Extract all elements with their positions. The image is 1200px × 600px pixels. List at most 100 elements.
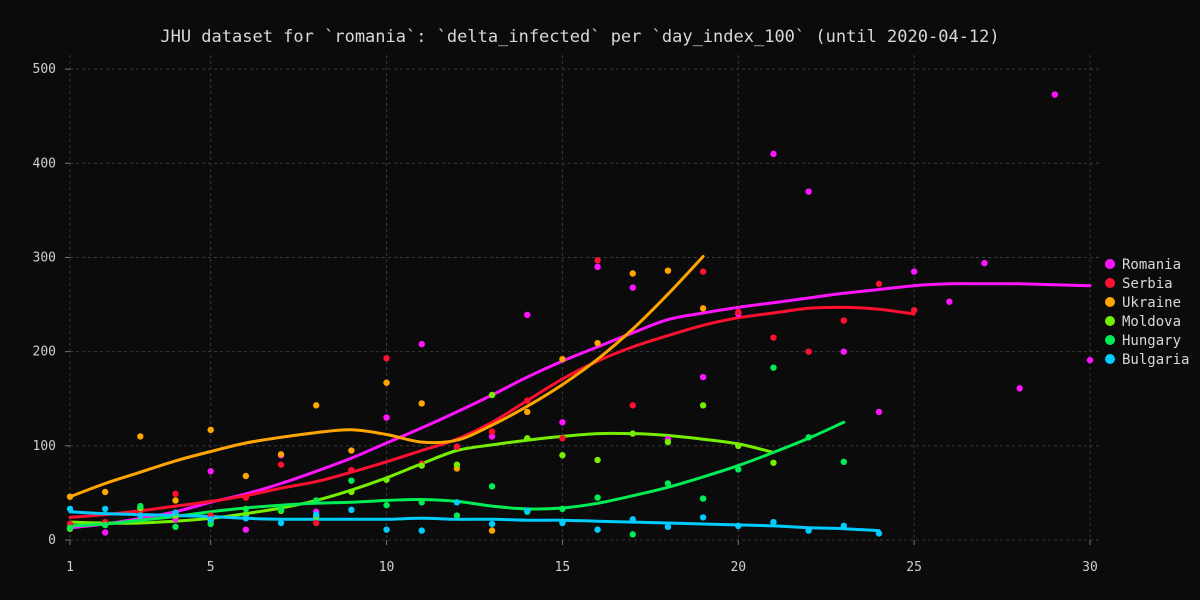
data-point-serbia <box>172 490 179 498</box>
data-point-moldova <box>629 430 636 437</box>
data-point-serbia <box>770 334 777 341</box>
x-tick-label: 1 <box>66 560 74 575</box>
data-point-ukraine <box>418 400 425 407</box>
chart-title: JHU dataset for `romania`: `delta_infect… <box>160 27 999 47</box>
data-point-ukraine <box>383 379 390 386</box>
data-point-moldova <box>664 438 672 446</box>
legend-label-bulgaria: Bulgaria <box>1122 352 1189 368</box>
data-point-bulgaria <box>242 515 250 522</box>
data-point-romania <box>910 268 918 275</box>
data-point-serbia <box>453 443 461 450</box>
data-point-bulgaria <box>735 522 742 530</box>
y-tick-label: 200 <box>33 345 56 360</box>
data-point-romania <box>770 150 777 158</box>
data-point-ukraine <box>242 472 250 480</box>
data-point-bulgaria <box>524 507 531 515</box>
data-point-hungary <box>172 523 179 531</box>
legend-label-romania: Romania <box>1122 257 1181 273</box>
data-point-bulgaria <box>172 509 179 516</box>
trend-line-ukraine <box>68 255 705 499</box>
data-point-bulgaria <box>207 516 214 523</box>
data-point-bulgaria <box>313 511 320 518</box>
x-tick-label: 15 <box>555 560 571 575</box>
data-point-ukraine <box>524 408 531 416</box>
x-tick-label: 10 <box>379 560 395 575</box>
data-point-bulgaria <box>137 512 144 519</box>
data-point-romania <box>101 529 109 536</box>
data-point-ukraine <box>629 270 636 277</box>
grid <box>69 55 1100 541</box>
data-point-serbia <box>313 519 320 527</box>
data-point-hungary <box>453 512 461 519</box>
y-tick-label: 500 <box>33 62 56 77</box>
data-point-bulgaria <box>383 526 390 533</box>
data-point-serbia <box>488 428 496 435</box>
data-point-romania <box>840 348 847 355</box>
data-point-serbia <box>277 461 285 468</box>
data-point-romania <box>524 311 531 319</box>
data-point-ukraine <box>66 493 74 500</box>
trend-line-serbia <box>68 305 916 519</box>
data-point-moldova <box>488 391 496 399</box>
data-point-ukraine <box>664 267 672 274</box>
data-point-moldova <box>699 402 707 409</box>
y-tick-label: 0 <box>48 533 56 548</box>
data-point-bulgaria <box>629 516 636 523</box>
data-point-romania <box>981 259 988 267</box>
data-point-bulgaria <box>101 505 109 513</box>
x-tick-label: 5 <box>207 560 215 575</box>
data-point-romania <box>242 526 250 533</box>
data-point-serbia <box>383 355 390 362</box>
legend-label-ukraine: Ukraine <box>1122 295 1181 311</box>
data-point-bulgaria <box>559 519 566 527</box>
data-point-romania <box>418 340 425 348</box>
data-point-serbia <box>559 435 566 442</box>
data-point-hungary <box>101 521 109 529</box>
data-point-hungary <box>699 495 707 502</box>
data-point-serbia <box>629 402 636 409</box>
data-point-serbia <box>524 397 531 404</box>
data-point-romania <box>946 298 953 305</box>
data-point-hungary <box>207 520 214 528</box>
legend-label-moldova: Moldova <box>1122 314 1181 330</box>
legend-marker-romania <box>1105 259 1115 269</box>
data-point-ukraine <box>559 355 566 363</box>
data-point-hungary <box>277 506 285 514</box>
data-point-bulgaria <box>805 527 812 534</box>
data-point-moldova <box>383 476 390 483</box>
trend-line-romania <box>68 282 1092 530</box>
data-point-ukraine <box>172 497 179 504</box>
data-point-ukraine <box>101 488 109 496</box>
data-point-hungary <box>664 480 672 487</box>
data-point-serbia <box>910 307 918 314</box>
data-point-hungary <box>770 364 777 371</box>
data-point-bulgaria <box>770 518 777 526</box>
data-point-serbia <box>348 467 355 474</box>
data-point-romania <box>559 419 566 426</box>
data-point-romania <box>207 468 214 475</box>
data-point-hungary <box>559 505 566 513</box>
data-point-serbia <box>594 257 601 264</box>
data-point-serbia <box>699 268 707 275</box>
data-point-romania <box>1016 385 1023 392</box>
data-point-hungary <box>840 458 847 466</box>
data-point-romania <box>383 414 390 421</box>
data-point-bulgaria <box>488 520 496 528</box>
data-point-ukraine <box>488 527 496 534</box>
data-point-moldova <box>348 488 355 496</box>
data-point-bulgaria <box>664 523 672 531</box>
data-point-serbia <box>242 494 250 501</box>
data-point-hungary <box>418 499 425 506</box>
data-point-bulgaria <box>453 499 461 506</box>
legend-marker-moldova <box>1105 316 1115 326</box>
data-point-hungary <box>242 505 250 513</box>
data-point-hungary <box>594 494 601 501</box>
data-point-moldova <box>453 461 461 468</box>
data-point-hungary <box>348 477 355 484</box>
y-tick-label: 300 <box>33 250 56 265</box>
data-point-bulgaria <box>594 526 601 533</box>
data-point-bulgaria <box>277 519 285 527</box>
data-point-serbia <box>735 308 742 316</box>
